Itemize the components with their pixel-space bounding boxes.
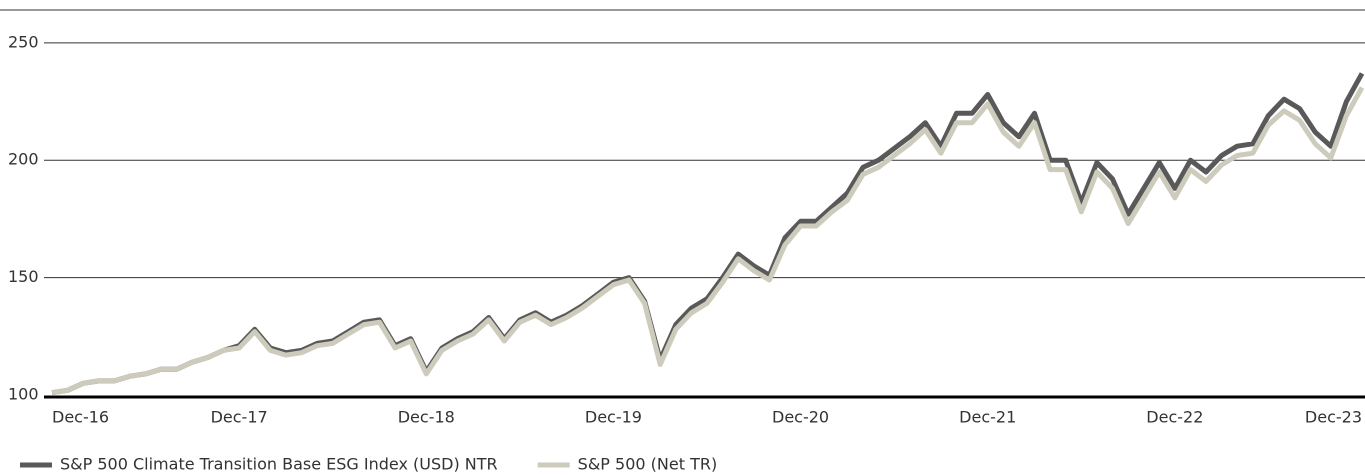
- x-tick-label: Dec-19: [585, 408, 642, 427]
- x-tick-label: Dec-18: [398, 408, 455, 427]
- y-tick-label: 100: [8, 385, 39, 404]
- x-tick-label: Dec-22: [1146, 408, 1203, 427]
- y-tick-label: 250: [8, 32, 39, 51]
- legend-label: S&P 500 Climate Transition Base ESG Inde…: [60, 455, 498, 474]
- x-tick-label: Dec-23: [1305, 408, 1362, 427]
- x-tick-label: Dec-20: [772, 408, 829, 427]
- series-line: [51, 86, 1365, 396]
- legend: S&P 500 Climate Transition Base ESG Inde…: [20, 455, 717, 474]
- x-tick-label: Dec-17: [211, 408, 268, 427]
- y-tick-label: 200: [8, 150, 39, 169]
- x-tick-label: Dec-21: [959, 408, 1016, 427]
- x-tick-label: Dec-16: [52, 408, 109, 427]
- labels: 100 150 200 250 Dec-16 Dec-17 Dec-18 Dec-19 Dec-…: [8, 32, 1362, 426]
- series-line: [51, 72, 1365, 396]
- legend-label: S&P 500 (Net TR): [578, 455, 718, 474]
- lines: [51, 72, 1365, 396]
- grid: [44, 42, 1365, 279]
- y-tick-label: 150: [8, 267, 39, 286]
